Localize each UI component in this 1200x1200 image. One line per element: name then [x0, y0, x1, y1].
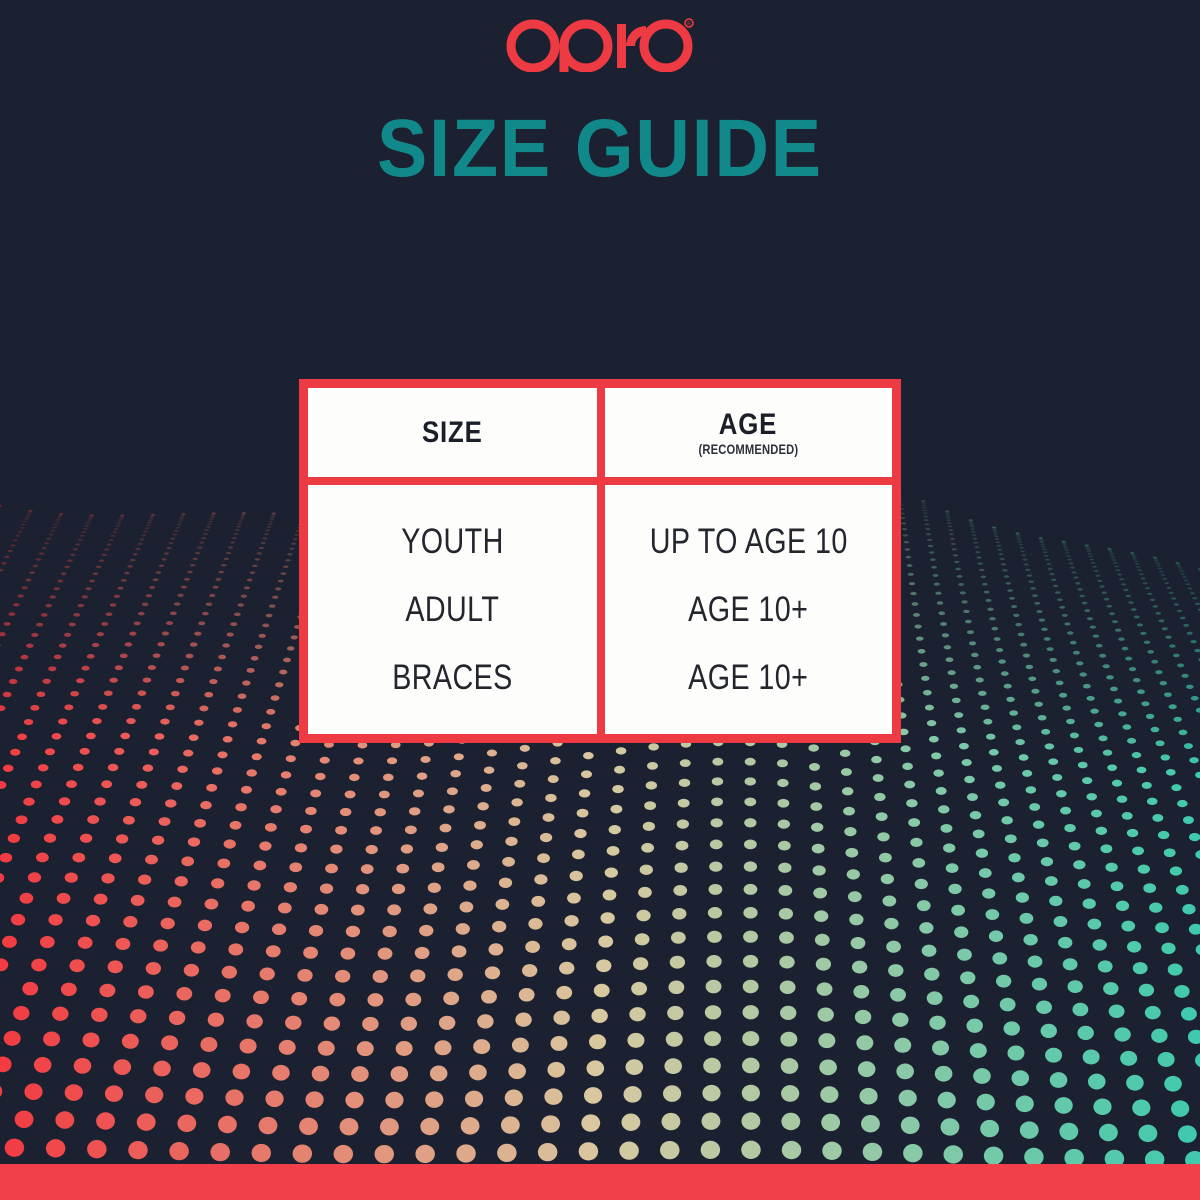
table-header-age: AGE (RECOMMENDED)	[605, 388, 892, 477]
opro-wordmark-icon: R	[506, 18, 694, 72]
list-item: UP TO AGE 10	[649, 522, 848, 561]
size-value-list: YOUTH ADULT BRACES	[308, 524, 597, 695]
bottom-accent-bar	[0, 1164, 1200, 1200]
age-value-list: UP TO AGE 10 AGE 10+ AGE 10+	[605, 524, 892, 695]
svg-text:R: R	[687, 22, 691, 28]
size-guide-table: SIZE AGE (RECOMMENDED) YOUTH ADULT BRACE…	[299, 379, 901, 743]
table-header-age-sublabel: (RECOMMENDED)	[698, 440, 799, 457]
list-item: YOUTH	[401, 522, 504, 561]
table-cell-age-column: UP TO AGE 10 AGE 10+ AGE 10+	[605, 485, 892, 734]
list-item: AGE 10+	[688, 590, 809, 629]
table-header-age-label: AGE	[719, 407, 778, 441]
list-item: ADULT	[405, 590, 500, 629]
list-item: AGE 10+	[688, 658, 809, 697]
table-header-row: SIZE AGE (RECOMMENDED)	[308, 388, 892, 477]
table-cell-size-column: YOUTH ADULT BRACES	[308, 485, 597, 734]
list-item: BRACES	[392, 658, 513, 697]
page-title: SIZE GUIDE	[377, 103, 823, 194]
table-body-row: YOUTH ADULT BRACES UP TO AGE 10 AGE 10+ …	[308, 485, 892, 734]
brand-logo: R	[0, 16, 1200, 72]
table-header-size: SIZE	[308, 388, 597, 477]
table-header-size-label: SIZE	[422, 415, 483, 449]
